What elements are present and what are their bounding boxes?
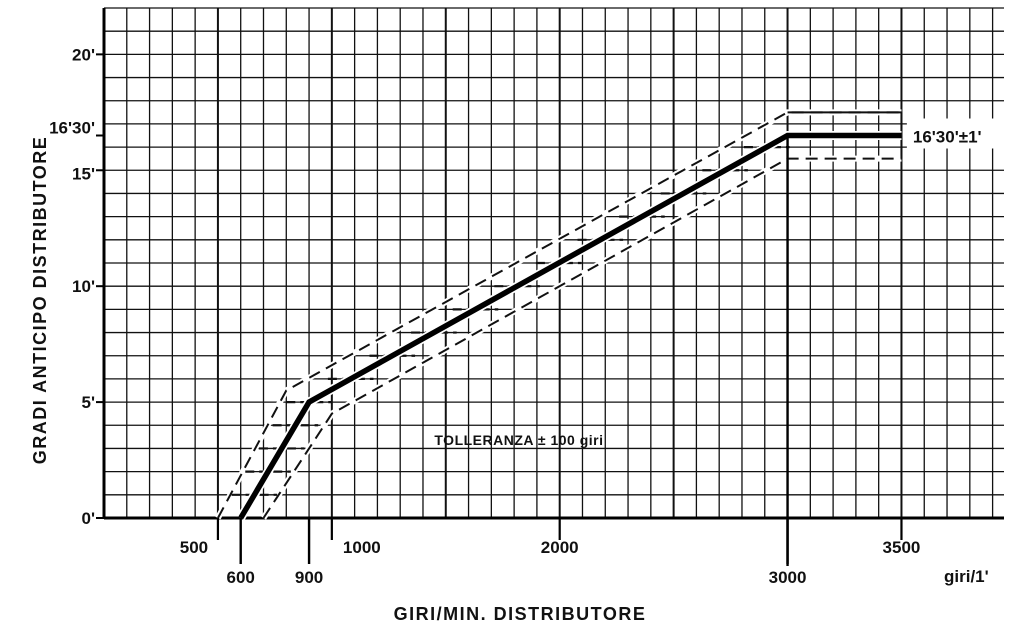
x-axis-title: GIRI/MIN. DISTRIBUTORE bbox=[394, 604, 647, 624]
x-tick-label: 500 bbox=[180, 538, 208, 557]
x-tick-label: 3500 bbox=[883, 538, 921, 557]
y-tick-label: 20' bbox=[72, 45, 95, 64]
x-tick-label: 600 bbox=[227, 568, 255, 587]
y-tick-label: 5' bbox=[82, 393, 96, 412]
x-tick-label: 3000 bbox=[769, 568, 807, 587]
labels: 500 1000 2000 3500 600 900 3000 0' 5' 10' 15' 16'30… bbox=[49, 45, 1011, 587]
tolerance-annotation: TOLLERANZA ± 100 giri bbox=[434, 432, 603, 448]
tick-marks bbox=[96, 53, 903, 564]
y-tick-label: 10' bbox=[72, 277, 95, 296]
x-tick-label: 2000 bbox=[541, 538, 579, 557]
grid bbox=[102, 7, 1004, 520]
end-label-background bbox=[906, 118, 1011, 149]
x-tick-label: 1000 bbox=[343, 538, 381, 557]
x-tick-label: 900 bbox=[295, 568, 323, 587]
tolerance-lower-line bbox=[262, 157, 902, 519]
x-unit-label: giri/1' bbox=[944, 567, 989, 586]
series-layer bbox=[236, 131, 902, 566]
y-tick-label: 16'30' bbox=[49, 119, 95, 138]
end-tolerance-label: 16'30'±1' bbox=[913, 128, 982, 147]
y-axis-title: GRADI ANTICIPO DISTRIBUTORE bbox=[30, 136, 50, 465]
y-tick-label: 0' bbox=[82, 509, 96, 528]
y-tick-label: 15' bbox=[72, 164, 95, 183]
tolerance-band bbox=[215, 109, 903, 520]
nominal-curve bbox=[238, 132, 902, 520]
